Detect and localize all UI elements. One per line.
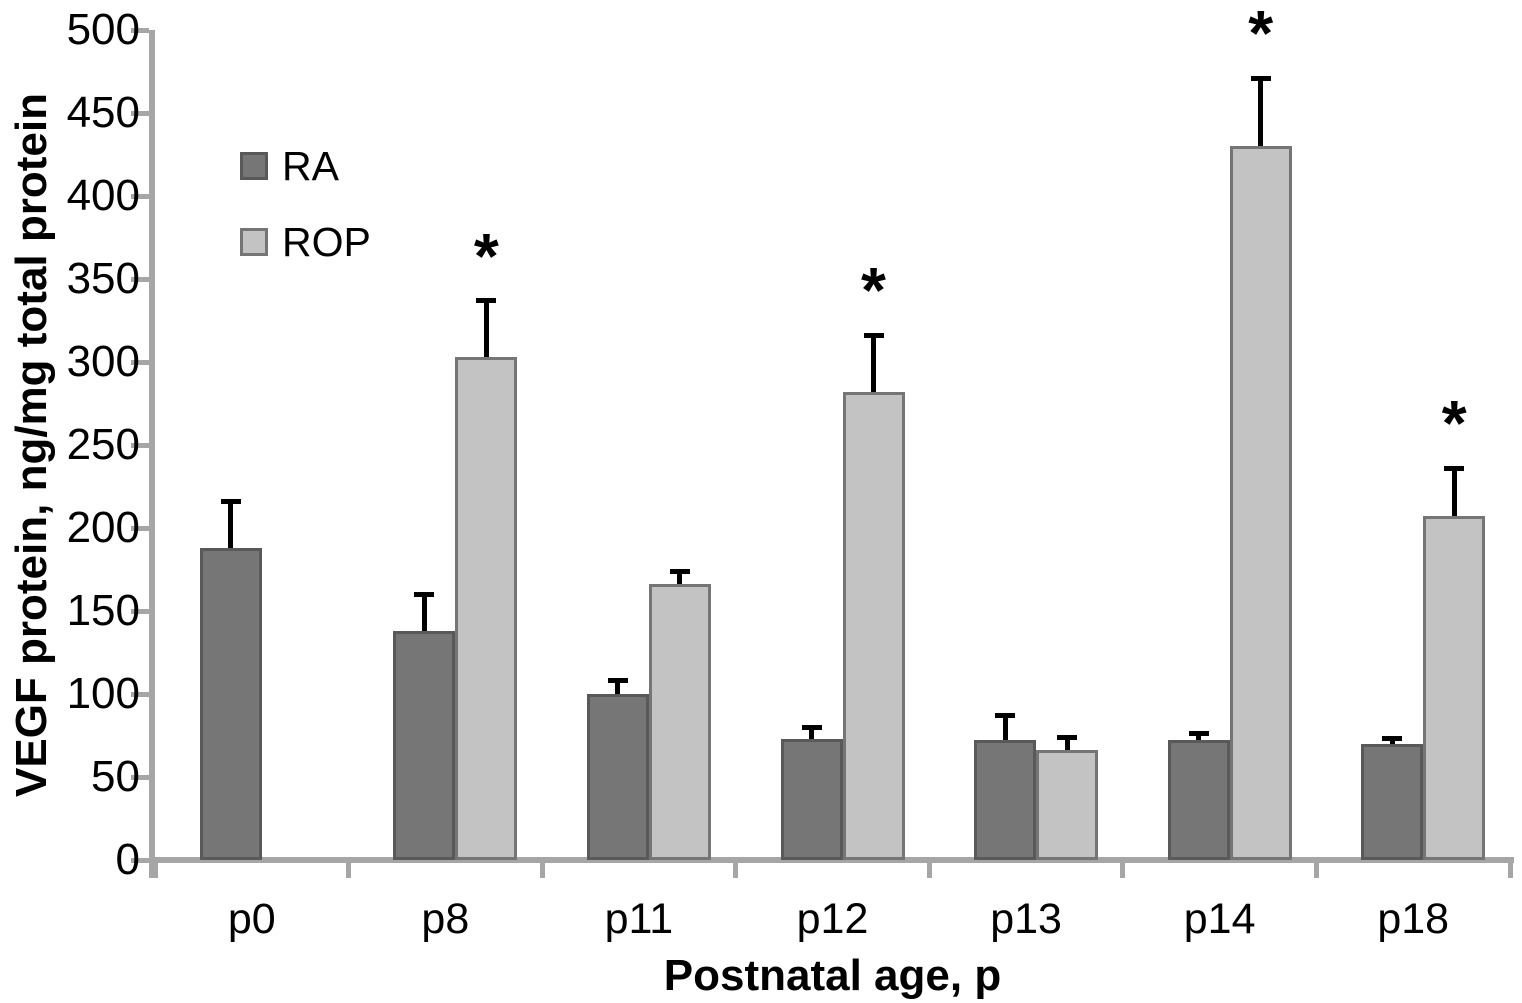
x-axis-line (149, 857, 1514, 863)
error-bar-ra-p13 (1002, 715, 1008, 741)
legend-label-rop: ROP (282, 219, 371, 265)
error-bar-cap (1188, 731, 1209, 737)
error-bar-cap (669, 568, 690, 574)
x-tick-mark (926, 857, 932, 878)
error-bar-cap (801, 724, 822, 730)
x-tick-mark (1507, 857, 1513, 878)
significance-asterisk-p18: * (1441, 387, 1467, 460)
y-tick-label: 0 (115, 835, 140, 884)
error-bar-cap (476, 298, 497, 304)
y-tick-mark (131, 276, 149, 282)
y-tick-label: 400 (66, 171, 140, 220)
y-tick-mark (131, 857, 149, 863)
x-tick-label: p18 (1377, 895, 1450, 943)
error-bar-ra-p8 (421, 594, 427, 631)
y-axis-line (149, 30, 155, 878)
y-tick-label: 250 (66, 420, 140, 469)
legend-label-ra: RA (282, 143, 339, 189)
legend-swatch-ra (240, 152, 268, 180)
y-tick-label: 450 (66, 88, 140, 137)
y-tick-label: 300 (66, 337, 140, 386)
bar-rop-p14 (1229, 146, 1292, 860)
x-tick-label: p11 (604, 895, 674, 943)
y-tick-label: 350 (66, 254, 140, 303)
x-axis-title: Postnatal age, p (663, 951, 1002, 1000)
y-tick-mark (131, 359, 149, 365)
bar-ra-p13 (974, 740, 1037, 860)
error-bar-cap (1382, 736, 1403, 742)
bar-rop-p11 (648, 584, 711, 860)
error-bar-ra-p11 (615, 680, 621, 694)
error-bar-rop-p14 (1258, 78, 1264, 147)
error-bar-rop-p13 (1064, 737, 1070, 751)
bar-ra-p12 (780, 738, 843, 860)
x-tick-label: p14 (1183, 895, 1256, 943)
error-bar-cap (220, 498, 241, 504)
y-tick-mark (131, 193, 149, 199)
y-tick-mark (131, 691, 149, 697)
y-tick-mark (131, 525, 149, 531)
bar-ra-p0 (199, 547, 262, 860)
significance-asterisk-p8: * (473, 219, 499, 292)
bar-ra-p11 (586, 694, 649, 860)
y-tick-mark (131, 110, 149, 116)
x-tick-mark (346, 857, 352, 878)
bar-ra-p14 (1167, 740, 1230, 860)
x-tick-mark (1313, 857, 1319, 878)
significance-asterisk-p12: * (861, 254, 886, 327)
error-bar-cap (607, 678, 628, 684)
x-tick-label: p13 (990, 895, 1062, 943)
error-bar-cap (995, 713, 1016, 719)
error-bar-rop-p12 (871, 335, 876, 392)
error-bar-rop-p8 (483, 300, 489, 358)
legend-item-ra: RA (240, 143, 339, 189)
x-tick-mark (733, 857, 739, 878)
error-bar-cap (1057, 734, 1078, 740)
error-bar-rop-p18 (1451, 468, 1457, 517)
x-tick-label: p12 (796, 895, 869, 943)
y-tick-label: 50 (91, 752, 140, 801)
error-bar-ra-p0 (228, 501, 234, 548)
y-tick-label: 100 (66, 669, 140, 718)
bar-ra-p18 (1361, 743, 1424, 860)
legend-item-rop: ROP (240, 219, 371, 265)
error-bar-cap (1444, 465, 1465, 471)
x-tick-label: p8 (421, 895, 470, 943)
y-tick-label: 200 (66, 503, 140, 552)
error-bar-cap (863, 332, 884, 338)
y-tick-mark (131, 442, 149, 448)
bar-rop-p8 (455, 357, 518, 860)
x-tick-mark (539, 857, 545, 878)
x-tick-label: p0 (227, 895, 276, 943)
legend-swatch-rop (240, 228, 268, 256)
significance-asterisk-p14: * (1248, 0, 1274, 70)
error-bar-rop-p11 (677, 571, 683, 585)
bar-rop-p12 (842, 391, 905, 860)
error-bar-ra-p14 (1196, 733, 1202, 741)
bar-ra-p8 (393, 630, 456, 860)
error-bar-cap (414, 591, 435, 597)
y-tick-label: 150 (66, 586, 140, 635)
y-tick-mark (131, 27, 149, 33)
y-tick-mark (131, 774, 149, 780)
error-bar-ra-p12 (809, 727, 814, 739)
error-bar-cap (1250, 75, 1271, 81)
bar-rop-p13 (1036, 750, 1099, 860)
y-tick-label: 500 (66, 5, 140, 54)
y-tick-mark (131, 608, 149, 614)
bar-rop-p18 (1423, 516, 1486, 860)
x-tick-mark (1120, 857, 1126, 878)
x-tick-mark (152, 857, 158, 878)
